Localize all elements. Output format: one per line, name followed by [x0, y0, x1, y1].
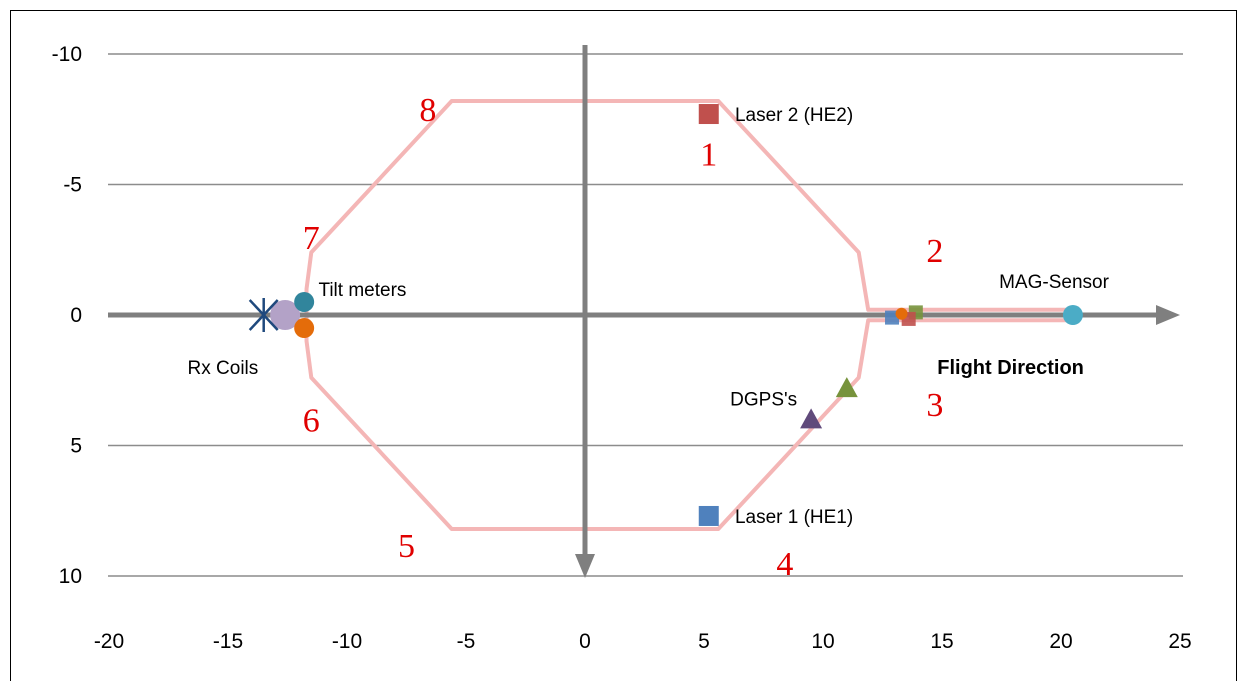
segment-number: 6	[303, 403, 320, 440]
laser-1-he1-marker	[698, 505, 719, 526]
segment-number: 5	[398, 528, 415, 565]
segment-number: 3	[926, 387, 943, 424]
segment-number: 2	[926, 233, 943, 270]
flight-direction-arrowhead	[1156, 305, 1180, 325]
gridlines	[108, 53, 1183, 577]
y-tick-label: -5	[63, 174, 82, 197]
laser-2-he2-marker	[698, 104, 719, 125]
rx-coils-marker	[248, 298, 279, 332]
y-axis-arrowhead	[575, 554, 595, 578]
segment-number: 8	[419, 92, 436, 129]
sensor-markers	[248, 104, 1083, 526]
sensor-marker	[294, 291, 315, 312]
y-tick-label: 5	[70, 435, 82, 458]
sensor-marker	[800, 408, 823, 429]
sensor-label: Tilt meters	[318, 280, 406, 301]
y-tick-labels: -10 -5 0 5 10	[52, 43, 82, 588]
x-tick-labels: -20 -15 -10 -5 0 5 10 15 20 25	[94, 630, 1192, 653]
x-tick-label: -20	[94, 630, 124, 653]
x-tick-label: 0	[579, 630, 591, 653]
x-tick-label: 15	[930, 630, 953, 653]
x-tick-label: -10	[332, 630, 362, 653]
x-tick-label: -5	[457, 630, 476, 653]
x-tick-label: 5	[698, 630, 710, 653]
flight-direction-label: Flight Direction	[937, 357, 1084, 379]
x-tick-label: 20	[1049, 630, 1072, 653]
x-tick-label: 25	[1168, 630, 1191, 653]
sensor-label: Laser 1 (HE1)	[735, 507, 853, 528]
sensor-marker	[885, 310, 900, 325]
annotations: Laser 2 (HE2) Laser 1 (HE1) DGPS's MAG-Sens…	[188, 92, 1110, 583]
mag-sensor-marker	[1062, 305, 1083, 325]
y-tick-label: 0	[70, 304, 82, 327]
sensor-label: MAG-Sensor	[999, 272, 1109, 293]
x-tick-label: -15	[213, 630, 243, 653]
sensor-label: Laser 2 (HE2)	[735, 105, 853, 126]
sensor-label: Rx Coils	[188, 358, 259, 379]
chart-frame	[10, 10, 1237, 681]
segment-number: 7	[303, 220, 320, 257]
sensor-label: DGPS's	[730, 390, 797, 411]
y-tick-label: 10	[59, 565, 82, 588]
y-tick-label: -10	[52, 43, 82, 66]
sensor-marker	[835, 377, 858, 398]
segment-number: 1	[700, 136, 717, 173]
sensor-marker	[270, 300, 301, 330]
sensor-marker	[294, 318, 315, 339]
segment-number: 4	[776, 546, 793, 583]
sensor-marker	[895, 307, 908, 320]
x-tick-label: 10	[811, 630, 834, 653]
